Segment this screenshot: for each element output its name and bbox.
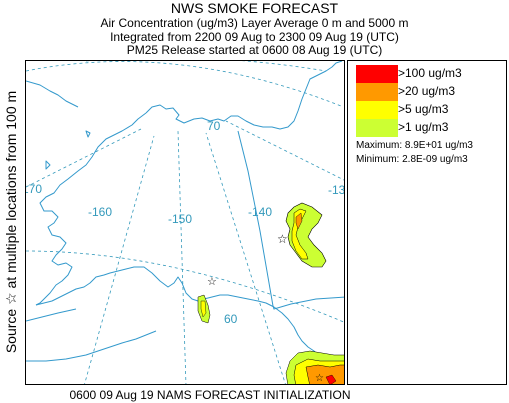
lat-70-label: 70 (207, 119, 221, 133)
legend-maximum: Maximum: 8.9E+01 ug/m3 (356, 140, 473, 151)
plume-yukon-gt20 (295, 212, 303, 230)
source-marker-bc: ☆ (315, 373, 324, 384)
lon-160-label: -160 (88, 205, 112, 219)
lat-60-label: 60 (224, 312, 238, 326)
longitude-lines (26, 120, 344, 384)
smoke-map: -170 -160 -150 -140 -130 70 60 ☆ (25, 60, 345, 385)
latitude-lines (26, 61, 344, 323)
subtitle-integration-period: Integrated from 2200 09 Aug to 2300 09 A… (110, 30, 399, 44)
lon-130-line (225, 120, 344, 181)
lon-150-label: -150 (168, 212, 192, 226)
lat-80-line (86, 61, 327, 72)
coastline (26, 61, 343, 384)
lon-170-line (26, 128, 142, 188)
legend-minimum: Minimum: 2.8E-09 ug/m3 (356, 154, 468, 165)
lon-140-line (205, 132, 286, 384)
lon-130-label: -130 (328, 183, 345, 197)
lon-170-label: -170 (26, 182, 42, 196)
smoke-plume-bc: ☆ (285, 350, 344, 384)
smoke-plume-yukon: ☆ (277, 202, 327, 268)
chart-title: NWS SMOKE FORECAST (170, 0, 339, 16)
legend-panel: >100 ug/m3 >20 ug/m3 >5 ug/m3 >1 ug/m3 M… (347, 60, 507, 385)
legend-swatch-gt5 (356, 101, 398, 119)
map-canvas: -170 -160 -150 -140 -130 70 60 ☆ (26, 61, 345, 384)
legend-label-gt5: >5 ug/m3 (398, 102, 449, 116)
legend-label-gt100: >100 ug/m3 (398, 66, 462, 80)
source-label: Source ☆ at multiple locations from 100 … (3, 90, 19, 354)
lon-140-label: -140 (248, 205, 272, 219)
legend-swatch-gt20 (356, 83, 398, 101)
lon-160-line (84, 135, 155, 384)
plume-bc-gt100 (325, 374, 337, 384)
legend-label-gt20: >20 ug/m3 (398, 84, 456, 98)
subtitle-concentration: Air Concentration (ug/m3) Layer Average … (100, 16, 409, 30)
plume-alaska-gt5 (200, 300, 207, 318)
smoke-plume-alaska: ☆ (197, 275, 217, 324)
legend-swatch-gt1 (356, 119, 398, 137)
lat-70-line (26, 61, 342, 107)
legend-label-gt1: >1 ug/m3 (398, 120, 449, 134)
source-marker-yukon: ☆ (277, 232, 288, 246)
legend-swatch-gt100 (356, 65, 398, 83)
grid-labels: -170 -160 -150 -140 -130 70 60 (26, 119, 345, 326)
lon-150-line (177, 130, 187, 384)
subtitle-release-start: PM25 Release started at 0600 08 Aug 19 (… (126, 43, 383, 57)
plume-bc-gt20 (305, 364, 344, 384)
forecast-initialization: 0600 09 Aug 19 NAMS FORECAST INITIALIZAT… (69, 388, 351, 402)
lat-60-line (26, 250, 344, 323)
source-marker-alaska: ☆ (207, 275, 217, 288)
